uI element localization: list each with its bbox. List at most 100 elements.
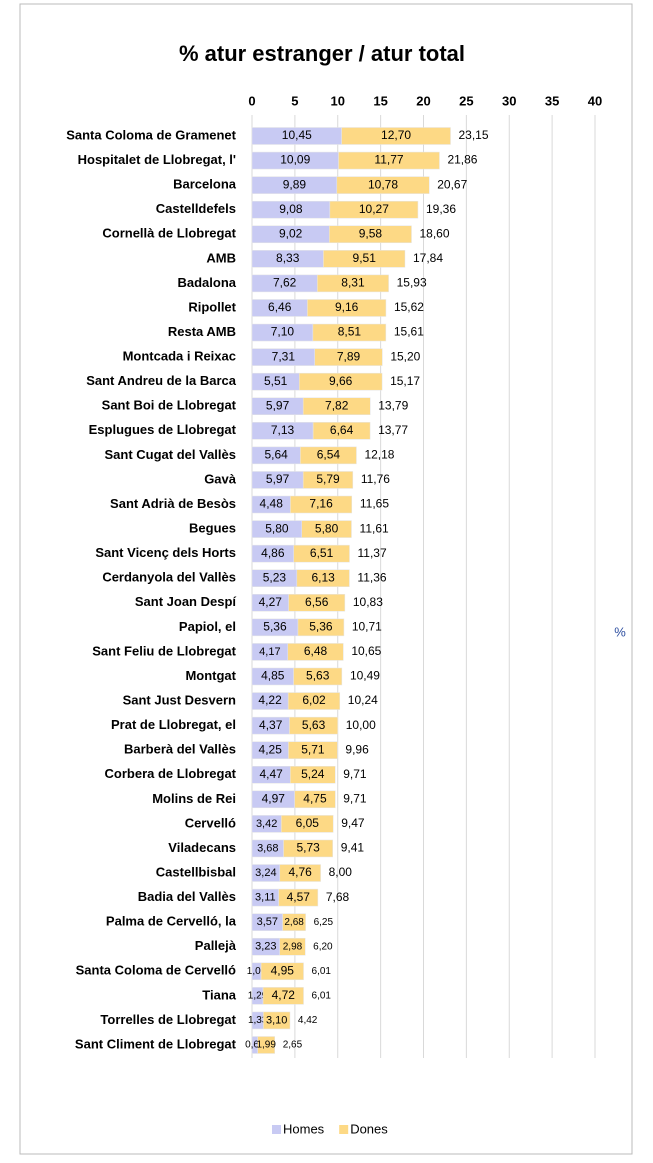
category-label: Barberà del Vallès [124,742,236,757]
total-label: 10,71 [352,620,382,634]
total-label: 20,67 [437,177,467,191]
bar-segment [281,815,334,833]
legend-swatch [272,1125,281,1134]
data-label: 5,97 [266,472,290,486]
bar-segment [287,692,341,710]
category-label: Palma de Cervelló, la [106,914,237,929]
data-label: 4,76 [289,865,313,879]
data-label: 4,86 [261,546,285,560]
category-label: Badia del Vallès [138,889,236,904]
data-label: 5,64 [265,448,289,462]
bar-segment [290,495,353,514]
category-label: Barcelona [173,177,237,192]
category-label: Papiol, el [179,619,236,634]
data-label: 4,85 [261,669,285,683]
data-label: 10,09 [280,153,310,167]
total-label: 10,83 [353,595,383,609]
data-label: 4,57 [287,890,311,904]
bar-segment [257,1036,275,1054]
data-label: 7,10 [271,325,295,339]
data-label: 7,31 [272,349,296,363]
category-label: Torrelles de Llobregat [100,1012,236,1027]
total-label: 10,65 [351,644,381,658]
data-label: 8,31 [341,276,365,290]
category-label: Sant Feliu de Llobregat [92,643,236,658]
category-label: Begues [189,521,236,536]
data-label: 4,95 [271,963,295,977]
category-label: AMB [206,250,236,265]
bar-segment [307,299,387,317]
data-label: 5,51 [264,374,288,388]
data-label: 3,11 [255,892,276,904]
bar-segment [293,667,343,686]
category-label: Pallejà [195,938,237,953]
category-label: Santa Coloma de Gramenet [66,127,236,142]
category-label: Corbera de Llobregat [105,766,237,781]
total-label: 10,49 [350,669,380,683]
category-label: Montcada i Reixac [123,349,236,364]
bar-segment [323,250,406,268]
data-label: 3,57 [257,916,278,928]
bar-segment [297,618,345,637]
category-label: Sant Andreu de la Barca [86,373,237,388]
category-label: Resta AMB [168,324,236,339]
bar-segment [314,348,383,366]
category-label: Gavà [204,471,237,486]
data-label: 7,89 [337,349,361,363]
total-label: 8,00 [329,865,353,879]
data-label: 4,97 [262,791,286,805]
data-label: 8,51 [338,325,362,339]
data-label: 11,77 [374,153,403,167]
data-label: 6,64 [330,423,354,437]
data-label: 4,72 [272,988,296,1002]
data-label: 5,23 [263,570,287,584]
bar-segment [288,741,338,759]
category-label: Sant Just Desvern [123,692,236,707]
bar-segment [341,127,451,145]
data-label: 8,33 [276,251,300,265]
data-label: 5,97 [266,398,290,412]
data-label: 12,70 [381,128,411,142]
data-label: 9,16 [335,300,359,314]
data-label: 5,71 [301,742,325,756]
data-label: 9,51 [353,251,377,265]
bar-segment [329,225,412,244]
category-label: Hospitalet de Llobregat, l' [78,152,236,167]
data-label: 6,51 [310,546,334,560]
category-label: Molins de Rei [152,791,236,806]
total-label: 15,20 [390,349,420,363]
bar-segment [302,397,371,415]
total-label: 10,24 [348,693,378,707]
data-label: 5,24 [301,767,325,781]
total-label: 21,86 [447,153,477,167]
bar-segment [312,323,387,342]
data-label: 3,23 [255,941,276,953]
total-label: 13,77 [378,423,408,437]
category-label: Esplugues de Llobregat [89,422,237,437]
total-label: 13,79 [378,398,408,412]
data-label: 7,16 [309,497,333,511]
data-label: 9,66 [329,374,353,388]
bar-segment [302,471,354,489]
data-label: 9,08 [279,202,303,216]
data-label: 4,75 [303,791,327,805]
bar-segment [278,888,319,907]
category-label: Sant Cugat del Vallès [105,447,237,462]
data-label: 5,63 [302,718,326,732]
chart-title: % atur estranger / atur total [179,41,465,66]
total-label: 6,01 [312,966,332,977]
data-label: 3,10 [266,1014,287,1026]
total-label: 19,36 [426,202,456,216]
bar-segment [282,913,306,931]
data-label: 5,36 [309,620,333,634]
data-label: 3,42 [256,818,277,830]
data-label: 9,02 [279,226,303,240]
data-label: 10,78 [368,177,398,191]
category-label: Prat de Llobregat, el [111,717,236,732]
total-label: 10,00 [346,718,376,732]
total-label: 12,18 [364,448,394,462]
total-label: 17,84 [413,251,443,265]
bar-segment [260,962,304,981]
legend-label: Dones [350,1121,388,1136]
